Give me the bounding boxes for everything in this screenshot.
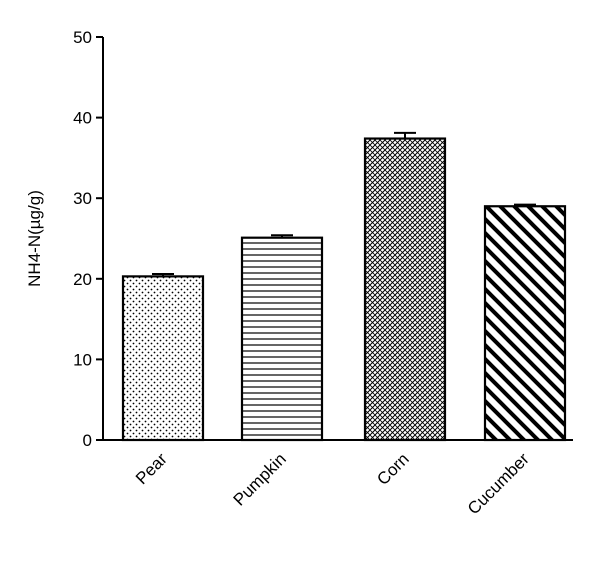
y-tick-label: 50 (73, 28, 92, 47)
x-tick-label: Pear (132, 449, 171, 488)
y-tick-label: 0 (83, 431, 92, 450)
x-tick-label: Cucumber (464, 449, 533, 518)
x-tick-label: Pumpkin (230, 449, 290, 509)
bar-corn (363, 137, 447, 442)
y-axis-title: NH4-N(µg/g) (25, 190, 44, 287)
y-tick-label: 10 (73, 350, 92, 369)
y-tick-label: 30 (73, 189, 92, 208)
bar-pear (121, 275, 205, 442)
bar-pumpkin (240, 236, 324, 442)
bars (121, 131, 567, 442)
bar-cucumber (483, 205, 567, 442)
y-tick-label: 20 (73, 270, 92, 289)
y-tick-label: 40 (73, 109, 92, 128)
x-tick-label: Corn (373, 449, 412, 488)
